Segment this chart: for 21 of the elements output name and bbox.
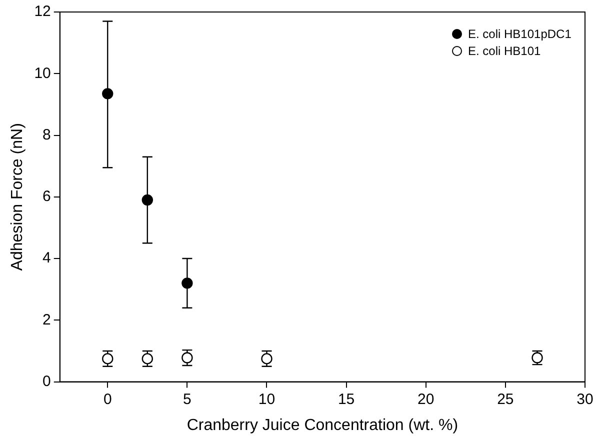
x-tick-label: 20 xyxy=(418,390,434,408)
y-tick-label: 6 xyxy=(42,188,51,206)
x-tick-label: 25 xyxy=(497,390,514,408)
x-tick-label: 5 xyxy=(183,390,192,408)
x-tick-label: 10 xyxy=(258,390,276,408)
point xyxy=(142,194,154,206)
y-tick-label: 2 xyxy=(42,311,51,328)
y-tick-label: 8 xyxy=(42,126,51,144)
y-tick-label: 0 xyxy=(42,372,51,390)
legend-label: E. coli HB101 xyxy=(468,44,541,58)
x-tick-label: 15 xyxy=(338,390,355,408)
point xyxy=(182,278,193,289)
x-tick-label: 30 xyxy=(576,390,594,408)
y-tick-label: 10 xyxy=(34,64,51,82)
point xyxy=(102,88,114,100)
y-axis-title: Adhesion Force (nN) xyxy=(9,123,26,271)
y-tick-label: 12 xyxy=(34,3,51,20)
legend-label: E. coli HB101pDC1 xyxy=(468,27,572,41)
y-tick-label: 4 xyxy=(42,250,51,267)
x-tick-label: 0 xyxy=(103,390,112,408)
x-axis-title: Cranberry Juice Concentration (wt. %) xyxy=(186,416,458,434)
